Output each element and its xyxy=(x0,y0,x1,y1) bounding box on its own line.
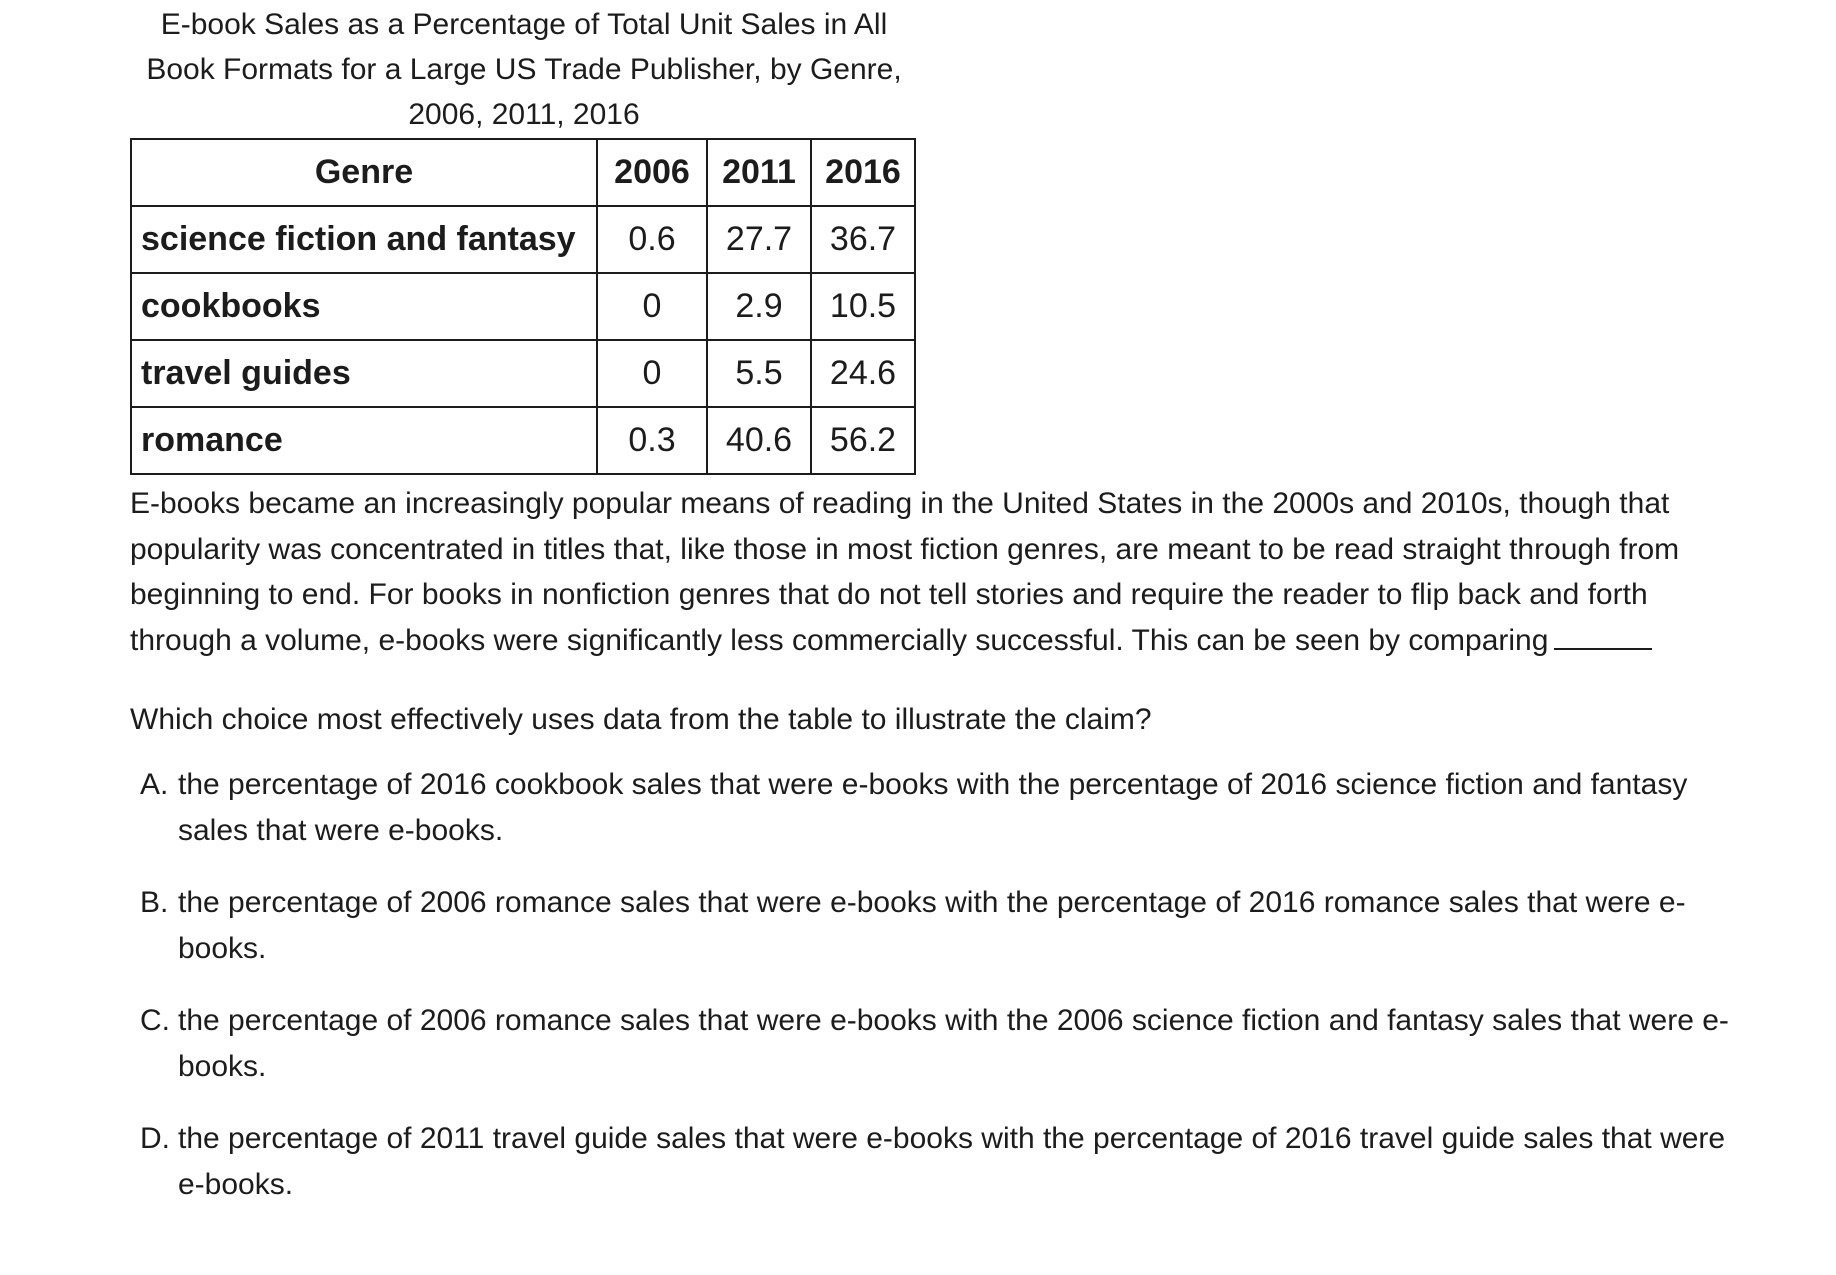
header-genre: Genre xyxy=(130,138,598,207)
choice-d[interactable]: D. the percentage of 2011 travel guide s… xyxy=(130,1116,1738,1207)
value-2016-cell: 36.7 xyxy=(810,205,916,274)
value-2006-cell: 0.6 xyxy=(596,205,708,274)
header-2016: 2016 xyxy=(810,138,916,207)
genre-cell: romance xyxy=(130,406,598,475)
table-row: science fiction and fantasy 0.6 27.7 36.… xyxy=(130,205,916,274)
question-prompt: Which choice most effectively uses data … xyxy=(130,703,1152,736)
value-2011-cell: 5.5 xyxy=(706,339,812,408)
choice-text: the percentage of 2006 romance sales tha… xyxy=(178,1004,1729,1083)
answer-choices: A. the percentage of 2016 cookbook sales… xyxy=(130,762,1730,1207)
choice-letter: C. xyxy=(140,1004,170,1037)
value-2016-cell: 24.6 xyxy=(810,339,916,408)
value-2006-cell: 0.3 xyxy=(596,406,708,475)
choice-letter: D. xyxy=(140,1122,170,1155)
table-caption-line: E-book Sales as a Percentage of Total Un… xyxy=(160,8,888,41)
genre-cell: science fiction and fantasy xyxy=(130,205,598,274)
table-caption-line: Book Formats for a Large US Trade Publis… xyxy=(146,53,902,86)
value-2006-cell: 0 xyxy=(596,339,708,408)
passage-text: E-books became an increasingly popular m… xyxy=(130,481,1720,663)
value-2006-cell: 0 xyxy=(596,272,708,341)
choice-a[interactable]: A. the percentage of 2016 cookbook sales… xyxy=(130,762,1738,853)
header-2006: 2006 xyxy=(596,138,708,207)
choice-b[interactable]: B. the percentage of 2006 romance sales … xyxy=(130,880,1738,971)
genre-cell: cookbooks xyxy=(130,272,598,341)
table-row: romance 0.3 40.6 56.2 xyxy=(130,406,916,475)
value-2016-cell: 56.2 xyxy=(810,406,916,475)
genre-cell: travel guides xyxy=(130,339,598,408)
table-caption-line: 2006, 2011, 2016 xyxy=(408,98,640,131)
choice-c[interactable]: C. the percentage of 2006 romance sales … xyxy=(130,998,1738,1089)
choice-text: the percentage of 2006 romance sales tha… xyxy=(178,886,1686,965)
answer-blank xyxy=(1554,618,1653,650)
value-2016-cell: 10.5 xyxy=(810,272,916,341)
value-2011-cell: 40.6 xyxy=(706,406,812,475)
table-row: travel guides 0 5.5 24.6 xyxy=(130,339,916,408)
header-2011: 2011 xyxy=(706,138,812,207)
sales-table: Genre 2006 2011 2016 science fiction and… xyxy=(130,138,916,475)
choice-letter: B. xyxy=(140,886,169,919)
question-content: E-book Sales as a Percentage of Total Un… xyxy=(130,0,1730,1234)
table-row: cookbooks 0 2.9 10.5 xyxy=(130,272,916,341)
table-caption: E-book Sales as a Percentage of Total Un… xyxy=(130,0,918,137)
value-2011-cell: 27.7 xyxy=(706,205,812,274)
value-2011-cell: 2.9 xyxy=(706,272,812,341)
choice-text: the percentage of 2011 travel guide sale… xyxy=(178,1122,1726,1201)
passage-body: E-books became an increasingly popular m… xyxy=(130,487,1680,657)
table-header-row: Genre 2006 2011 2016 xyxy=(130,138,916,207)
table-block: E-book Sales as a Percentage of Total Un… xyxy=(130,0,918,475)
choice-letter: A. xyxy=(140,768,169,801)
choice-text: the percentage of 2016 cookbook sales th… xyxy=(178,768,1688,847)
